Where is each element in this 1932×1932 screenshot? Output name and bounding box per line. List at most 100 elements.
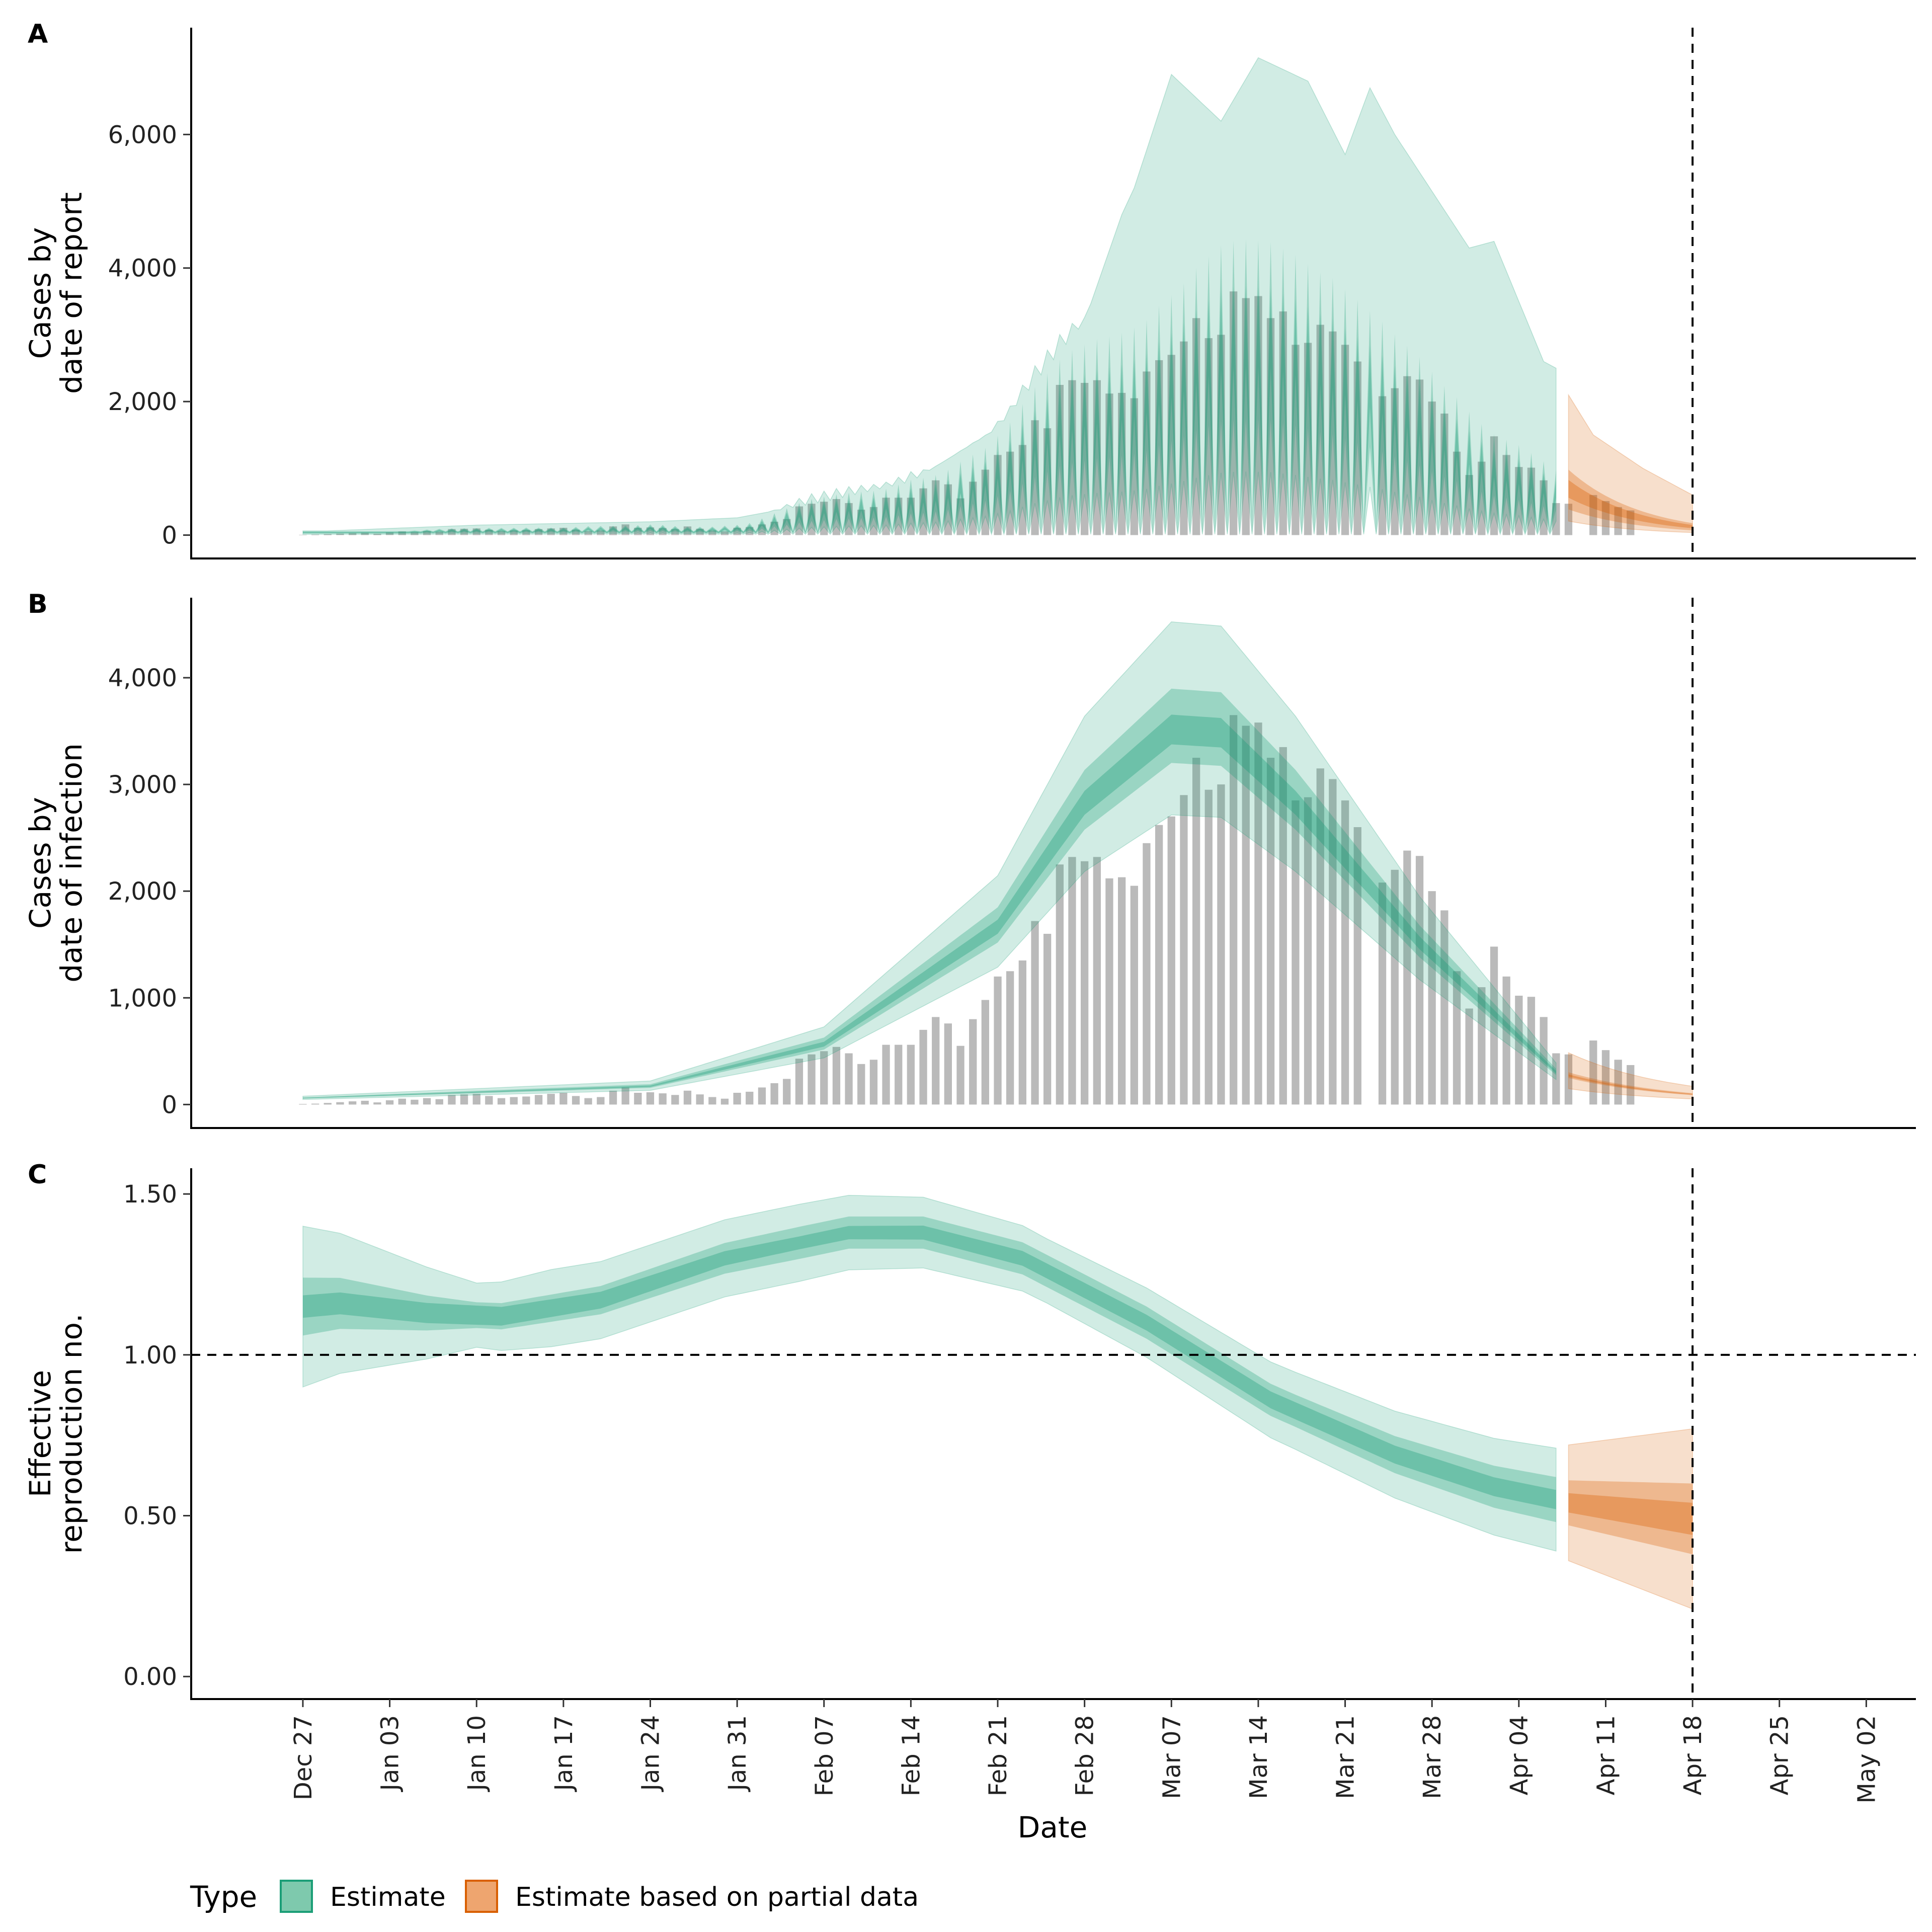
estimate-band-50	[303, 1216, 1556, 1522]
y-tick-label: 0.50	[123, 1502, 177, 1531]
x-tick-label: Mar 07	[1158, 1715, 1186, 1799]
observed-bar	[435, 1099, 443, 1105]
observed-bar	[584, 1098, 592, 1105]
panels: A 0 2,000 4,000 6,000 Cases bydate of report B…	[23, 19, 1916, 1700]
observed-bar	[1105, 393, 1113, 535]
legend-items: Estimate Estimate based on partial data	[280, 1880, 919, 1913]
observed-bar	[1552, 503, 1560, 535]
observed-bar	[1204, 338, 1213, 535]
legend-title: Type	[190, 1880, 257, 1914]
observed-bar	[497, 1098, 506, 1105]
observed-bar	[1515, 996, 1523, 1105]
observed-bar	[919, 1029, 927, 1105]
observed-bar	[882, 498, 890, 535]
observed-bar	[795, 1059, 803, 1105]
observed-bar	[472, 1094, 480, 1105]
observed-bar	[1564, 1054, 1573, 1105]
observed-bar	[808, 1054, 816, 1105]
observed-bar	[1415, 379, 1424, 535]
x-axis-title: Date	[1018, 1810, 1088, 1844]
observed-bar	[708, 1097, 716, 1105]
y-tick-label: 3,000	[108, 771, 177, 799]
estimate-band-90	[302, 57, 1557, 536]
estimate-band-20	[303, 1226, 1556, 1509]
observed-bar	[1006, 451, 1014, 535]
x-tick-label: Jan 17	[550, 1715, 578, 1792]
observed-bar	[1540, 1017, 1548, 1105]
observed-bar	[895, 498, 903, 535]
observed-bar	[1006, 971, 1014, 1105]
observed-bar	[1527, 467, 1536, 535]
x-tick-label: Feb 14	[897, 1715, 925, 1796]
observed-bar	[1031, 921, 1039, 1105]
observed-bar	[1440, 414, 1448, 535]
observed-bar	[324, 534, 332, 535]
observed-bar	[944, 484, 952, 535]
observed-bar	[1465, 1008, 1473, 1105]
observed-bar	[746, 1091, 754, 1105]
observed-bar	[349, 1101, 357, 1105]
observed-bar	[1627, 510, 1635, 535]
observed-bar	[1230, 715, 1238, 1105]
partial-band-50	[1568, 1480, 1693, 1555]
observed-bar	[448, 1095, 456, 1105]
observed-bar	[597, 1097, 605, 1105]
observed-bar	[746, 527, 754, 535]
observed-bar	[1254, 296, 1262, 535]
observed-bar	[1279, 747, 1287, 1105]
observed-bar	[1093, 380, 1101, 535]
observed-bar	[1391, 869, 1399, 1105]
x-tick-label: Feb 07	[811, 1715, 839, 1796]
observed-bar	[1130, 398, 1138, 535]
estimate-bands	[302, 621, 1557, 1100]
observed-bar	[1453, 451, 1461, 535]
x-tick-label: Mar 14	[1245, 1715, 1273, 1799]
observed-bar	[423, 531, 431, 535]
x-tick-label: Apr 25	[1766, 1715, 1794, 1795]
observed-bar	[597, 530, 605, 535]
observed-bar	[808, 504, 816, 535]
legend-entry: Estimate	[280, 1880, 446, 1913]
panel-b: B 0 1,000 2,000 3,000 4,000 Cases bydate of in…	[23, 589, 1916, 1129]
observed-bar	[696, 1094, 704, 1105]
y-tick-label: 1.00	[123, 1341, 177, 1370]
observed-bar	[1502, 455, 1510, 535]
observed-bar	[349, 533, 357, 535]
y-axis-title: Effectivereproduction no.	[23, 1314, 89, 1554]
observed-bar	[845, 1053, 853, 1105]
observed-bar	[385, 1100, 394, 1105]
observed-bar	[733, 1093, 741, 1105]
observed-bar	[361, 532, 369, 535]
observed-bar	[857, 1064, 865, 1105]
observed-bar	[460, 1094, 468, 1105]
observed-bar	[1167, 816, 1175, 1105]
observed-bar	[1453, 971, 1461, 1105]
y-tick-label: 6,000	[108, 121, 177, 149]
observed-bar	[1478, 461, 1486, 535]
observed-bar	[1068, 380, 1076, 535]
panel-c: C 0.00 0.50 1.00 1.50 Effectivereproduction n…	[23, 1160, 1916, 1700]
observed-bar	[671, 529, 679, 535]
observed-bar	[311, 1103, 319, 1105]
observed-bar	[907, 1044, 915, 1105]
observed-bar	[1403, 850, 1411, 1105]
x-tick-label: Feb 21	[984, 1715, 1012, 1796]
observed-bar	[1403, 376, 1411, 535]
observed-bar	[646, 527, 655, 535]
observed-bar	[683, 526, 692, 535]
observed-bar	[559, 1093, 568, 1105]
observed-bar	[609, 526, 617, 535]
legend-entry: Estimate based on partial data	[465, 1880, 919, 1913]
observed-bar	[497, 531, 506, 535]
observed-bar	[659, 528, 667, 535]
partial-bands	[1568, 393, 1693, 533]
observed-bar	[534, 529, 543, 535]
observed-bar	[448, 529, 456, 535]
observed-bar	[1627, 1065, 1635, 1105]
observed-bar	[783, 519, 791, 535]
observed-bar	[385, 532, 394, 535]
observed-bar	[994, 976, 1002, 1105]
observed-bar	[1329, 331, 1337, 535]
observed-bar	[1018, 960, 1026, 1105]
observed-bar	[1601, 1050, 1610, 1105]
